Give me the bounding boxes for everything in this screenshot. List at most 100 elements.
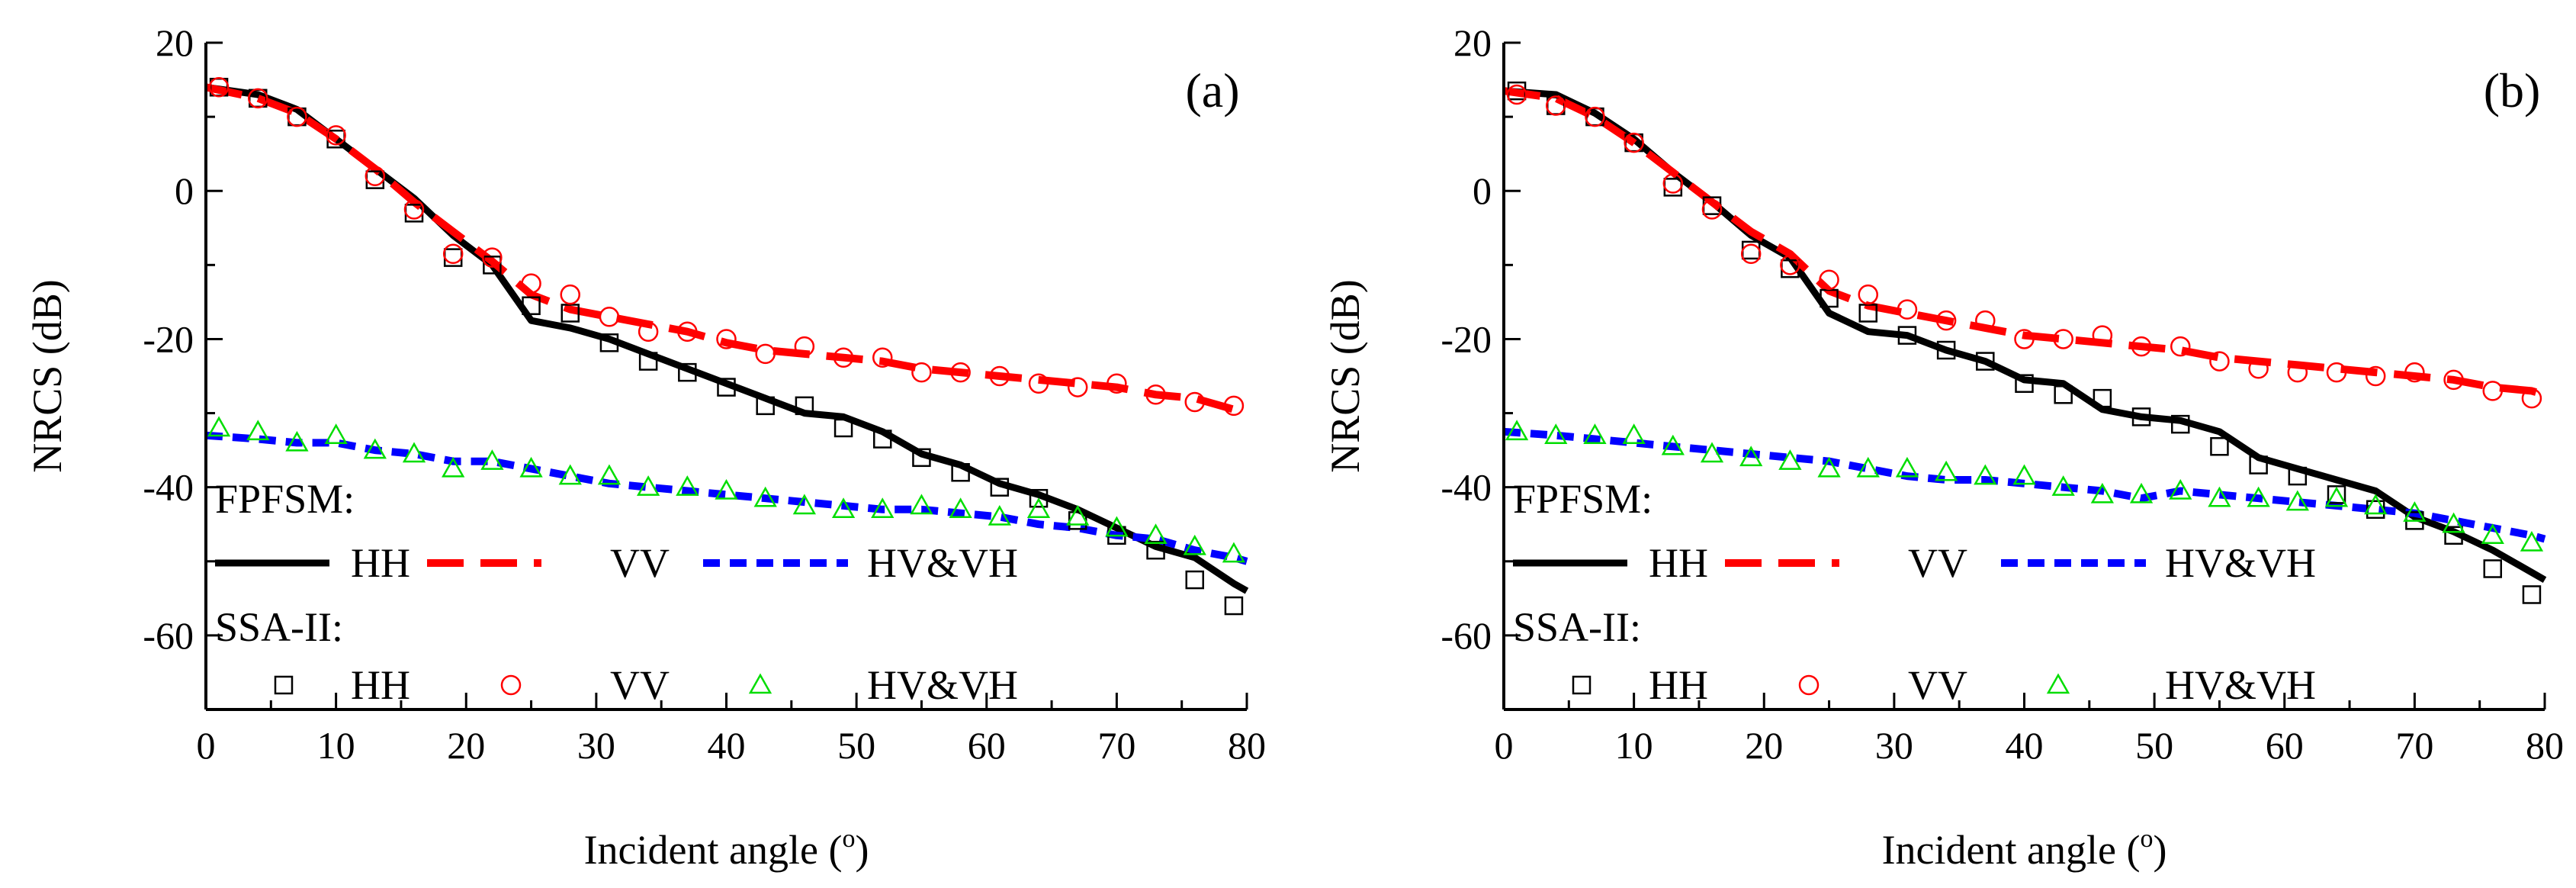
data-point [326, 125, 346, 146]
legend-title: SSA-II: [215, 604, 343, 650]
data-point [795, 396, 814, 416]
data-point [2521, 388, 2542, 409]
data-point [2483, 559, 2502, 578]
legend-label: HH [1649, 540, 1708, 586]
data-point [560, 284, 580, 305]
data-point [1144, 523, 1168, 545]
data-point [1701, 199, 1723, 220]
data-point [2247, 486, 2270, 507]
scatter-series-4 [1506, 84, 2542, 409]
legend-label: HH [1649, 662, 1708, 708]
data-point [1856, 456, 1880, 478]
data-point [1897, 299, 1918, 320]
legend-label: HV&VH [2165, 662, 2316, 708]
data-point [208, 77, 230, 98]
y-tick-label: -60 [143, 614, 194, 657]
data-point [2443, 369, 2464, 391]
data-point [1739, 446, 1763, 467]
x-tick-label: 40 [2006, 724, 2044, 767]
data-point [1740, 243, 1762, 265]
data-point [1622, 423, 1646, 444]
legend-marker-swatch [500, 674, 522, 696]
x-tick-label: 0 [1495, 724, 1514, 767]
data-point [2131, 407, 2151, 426]
series-line-1 [204, 83, 1248, 417]
scatter-series-5 [1505, 420, 2544, 552]
data-point [1976, 352, 1995, 371]
legend: FPFSM: SSA-II:HH VV HV&VH HH VV HV&VH [1513, 476, 2316, 708]
data-point [2522, 585, 2542, 604]
data-point [1583, 423, 1607, 444]
data-point [1662, 173, 1684, 194]
legend-label: HH [351, 540, 410, 586]
data-point [990, 478, 1010, 497]
data-point [1780, 255, 1800, 275]
data-point [2365, 365, 2386, 387]
legend-label: VV [1908, 662, 1967, 708]
data-point [794, 336, 815, 357]
data-point [207, 416, 231, 437]
legend-label: HV&VH [867, 662, 1018, 708]
data-point [287, 106, 307, 127]
data-point [2481, 523, 2504, 545]
data-point [1624, 132, 1644, 153]
y-axis-title: NRCS (dB) [24, 279, 70, 473]
data-point [753, 486, 777, 507]
data-point [482, 247, 503, 268]
data-point [558, 464, 582, 485]
x-tick-label: 10 [1615, 724, 1653, 767]
series-line-1 [1503, 87, 2546, 399]
y-tick-label: -40 [143, 466, 194, 509]
scatter-series-4 [208, 77, 1245, 417]
y-tick-label: -40 [1441, 466, 1492, 509]
data-point [1067, 377, 1088, 397]
data-point [989, 365, 1010, 387]
legend-title: FPFSM: [1513, 476, 1653, 522]
data-point [988, 504, 1011, 526]
legend-label: HV&VH [867, 540, 1018, 586]
data-point [2287, 362, 2308, 383]
data-point [2403, 501, 2427, 522]
data-point [1224, 596, 1244, 616]
y-tick-label: 20 [1453, 21, 1492, 64]
data-point [1778, 449, 1802, 470]
x-tick-label: 60 [2266, 724, 2304, 767]
data-point [560, 304, 580, 323]
data-point [1974, 464, 1997, 485]
data-point [1820, 288, 1839, 308]
data-point [1700, 442, 1724, 463]
data-point [2054, 385, 2073, 404]
data-point [834, 418, 853, 438]
data-point [2442, 512, 2465, 533]
data-point [1936, 340, 1956, 360]
data-point [246, 420, 270, 441]
series-line-2 [205, 431, 1248, 565]
data-point [1029, 488, 1049, 508]
data-point [1817, 456, 1841, 478]
data-point [1223, 395, 1245, 417]
data-point [597, 464, 622, 485]
data-point [442, 243, 464, 265]
panel-label: (a) [1185, 63, 1239, 117]
data-point [1066, 504, 1090, 526]
x-tick-label: 70 [2395, 724, 2433, 767]
data-point [1544, 423, 1568, 444]
data-point [2326, 362, 2347, 383]
data-point [2129, 482, 2154, 504]
data-point [1222, 542, 1246, 563]
data-point [1105, 516, 1129, 537]
data-point [442, 456, 465, 478]
data-point [831, 497, 856, 519]
x-tick-label: 60 [968, 724, 1006, 767]
y-axis-title: NRCS (dB) [1322, 279, 1368, 473]
data-point [2131, 336, 2152, 357]
x-tick-label: 80 [2526, 724, 2564, 767]
data-point [2482, 381, 2503, 401]
x-tick-label: 80 [1228, 724, 1266, 767]
data-point [1934, 460, 1958, 481]
y-tick-label: -20 [143, 317, 194, 360]
data-point [872, 347, 893, 368]
x-tick-label: 50 [2135, 724, 2173, 767]
data-point [1661, 434, 1685, 455]
